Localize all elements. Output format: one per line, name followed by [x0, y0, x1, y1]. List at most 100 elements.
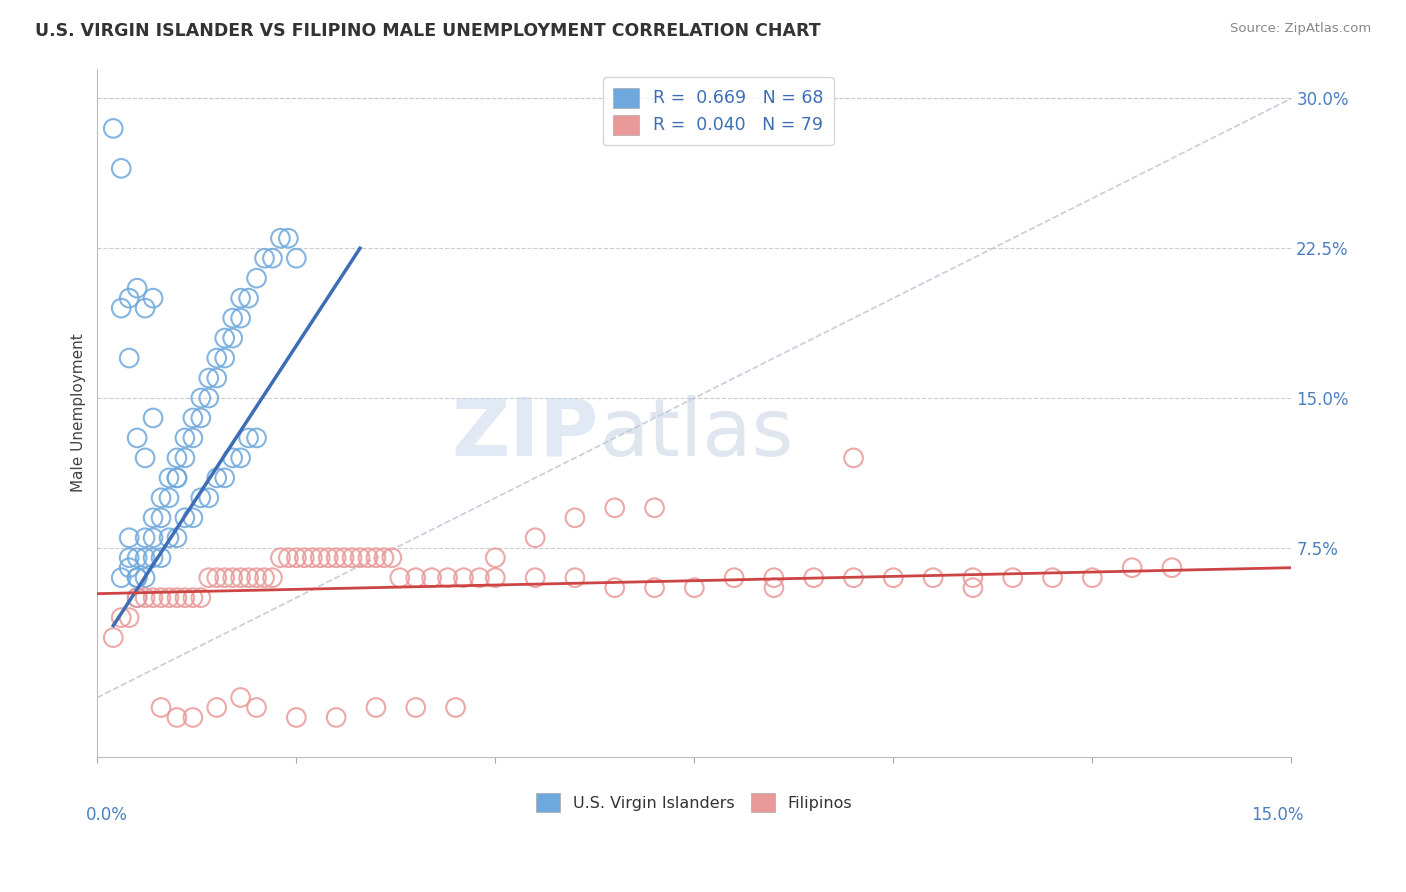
Point — [262, 571, 284, 585]
Point — [253, 251, 276, 265]
Point — [325, 550, 347, 565]
Point — [174, 431, 197, 445]
Point — [190, 391, 212, 405]
Point — [301, 550, 323, 565]
Point — [262, 251, 284, 265]
Point — [142, 411, 165, 425]
Point — [166, 710, 188, 724]
Point — [174, 591, 197, 605]
Point — [444, 700, 467, 714]
Point — [420, 571, 443, 585]
Point — [277, 231, 299, 245]
Point — [166, 591, 188, 605]
Point — [118, 291, 141, 305]
Point — [1042, 571, 1064, 585]
Point — [962, 571, 984, 585]
Point — [644, 500, 666, 515]
Point — [803, 571, 825, 585]
Point — [134, 531, 156, 545]
Point — [221, 571, 243, 585]
Point — [882, 571, 904, 585]
Point — [127, 431, 149, 445]
Point — [197, 491, 219, 505]
Point — [134, 301, 156, 315]
Point — [181, 710, 204, 724]
Point — [484, 571, 506, 585]
Point — [142, 291, 165, 305]
Point — [214, 571, 236, 585]
Point — [922, 571, 945, 585]
Point — [205, 371, 228, 385]
Point — [190, 491, 212, 505]
Point — [134, 571, 156, 585]
Point — [524, 571, 547, 585]
Point — [245, 431, 267, 445]
Point — [142, 550, 165, 565]
Point — [197, 371, 219, 385]
Y-axis label: Male Unemployment: Male Unemployment — [72, 334, 86, 492]
Text: Source: ZipAtlas.com: Source: ZipAtlas.com — [1230, 22, 1371, 36]
Point — [157, 531, 180, 545]
Point — [205, 351, 228, 365]
Point — [842, 571, 865, 585]
Point — [150, 550, 173, 565]
Point — [181, 431, 204, 445]
Point — [1161, 560, 1184, 574]
Point — [150, 491, 173, 505]
Point — [181, 591, 204, 605]
Text: atlas: atlas — [599, 394, 793, 473]
Text: ZIP: ZIP — [451, 394, 599, 473]
Point — [405, 700, 427, 714]
Point — [118, 531, 141, 545]
Point — [564, 510, 586, 524]
Point — [277, 550, 299, 565]
Point — [603, 500, 626, 515]
Point — [134, 591, 156, 605]
Point — [364, 700, 387, 714]
Point — [214, 331, 236, 345]
Point — [1121, 560, 1143, 574]
Point — [269, 550, 291, 565]
Point — [229, 291, 252, 305]
Point — [110, 610, 132, 624]
Point — [340, 550, 363, 565]
Point — [524, 531, 547, 545]
Point — [245, 571, 267, 585]
Point — [190, 411, 212, 425]
Point — [238, 431, 260, 445]
Point — [197, 391, 219, 405]
Point — [134, 550, 156, 565]
Point — [253, 571, 276, 585]
Point — [174, 510, 197, 524]
Point — [142, 531, 165, 545]
Point — [285, 710, 308, 724]
Point — [1001, 571, 1024, 585]
Point — [221, 331, 243, 345]
Point — [229, 311, 252, 326]
Point — [110, 571, 132, 585]
Point — [118, 610, 141, 624]
Point — [197, 571, 219, 585]
Point — [118, 550, 141, 565]
Point — [214, 351, 236, 365]
Legend: U.S. Virgin Islanders, Filipinos: U.S. Virgin Islanders, Filipinos — [530, 787, 859, 818]
Point — [142, 510, 165, 524]
Point — [150, 591, 173, 605]
Point — [127, 571, 149, 585]
Point — [388, 571, 411, 585]
Point — [134, 450, 156, 465]
Point — [762, 581, 785, 595]
Point — [564, 571, 586, 585]
Point — [181, 510, 204, 524]
Point — [292, 550, 315, 565]
Point — [205, 471, 228, 485]
Point — [103, 631, 125, 645]
Point — [118, 560, 141, 574]
Point — [166, 450, 188, 465]
Point — [127, 571, 149, 585]
Point — [468, 571, 491, 585]
Point — [181, 411, 204, 425]
Point — [103, 121, 125, 136]
Point — [157, 491, 180, 505]
Point — [405, 571, 427, 585]
